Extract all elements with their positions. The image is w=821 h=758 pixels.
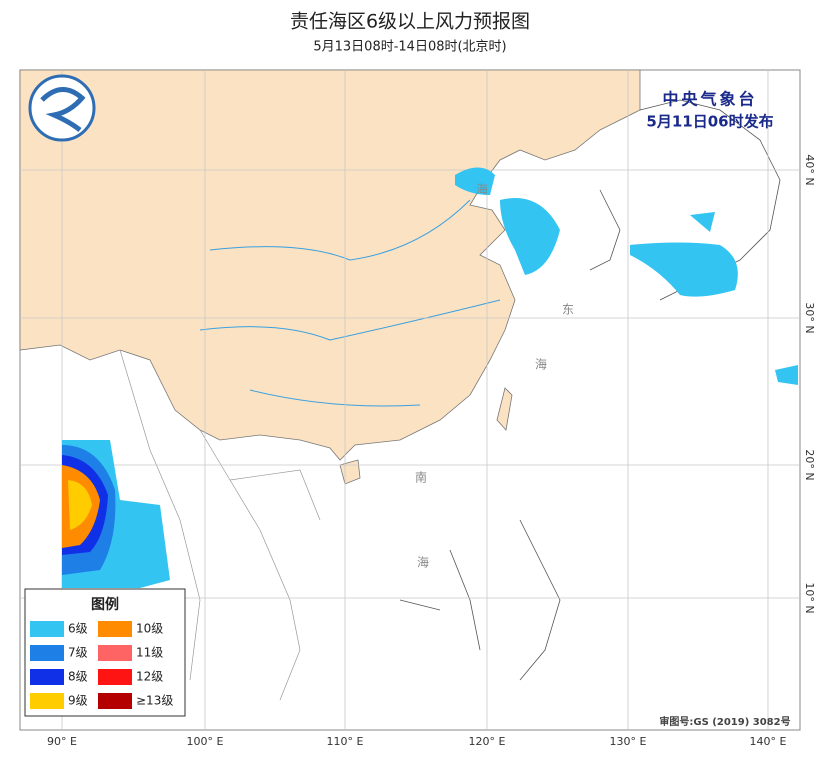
legend-swatch	[98, 621, 132, 637]
wind-area	[630, 242, 738, 297]
sea-label: 东	[562, 303, 574, 317]
sea-label: 海	[535, 357, 547, 372]
wind-area	[500, 198, 560, 275]
wind-area	[775, 365, 798, 385]
legend-label: 10级	[136, 622, 163, 636]
longitude-labels: 90° E 100° E 110° E 120° E 130° E 140° E	[47, 735, 786, 748]
legend-swatch	[98, 669, 132, 685]
china-land	[19, 69, 641, 461]
sea-label: 海	[417, 555, 429, 570]
legend-swatch	[30, 669, 64, 685]
legend-label: 11级	[136, 646, 163, 660]
longitude-label: 90° E	[47, 735, 77, 748]
legend-label: 12级	[136, 670, 163, 684]
legend-swatch	[30, 621, 64, 637]
rivers	[199, 199, 501, 407]
latitude-label: 40° N	[803, 154, 816, 185]
legend-label: ≥13级	[136, 694, 173, 708]
wind-areas	[62, 167, 798, 588]
sea-label: 海	[476, 182, 488, 197]
issuer-name: 中央气象台	[662, 90, 757, 109]
coastlines	[399, 99, 781, 681]
wind-area	[455, 167, 495, 195]
title: 责任海区6级以上风力预报图	[290, 11, 530, 33]
longitude-label: 130° E	[610, 735, 647, 748]
legend-label: 9级	[68, 694, 88, 708]
legend-swatch	[30, 645, 64, 661]
latitude-label: 20° N	[803, 449, 816, 480]
longitude-label: 110° E	[327, 735, 364, 748]
sea-label: 南	[415, 470, 427, 485]
latitude-label: 10° N	[803, 582, 816, 613]
map: 海 东 海 南 海	[19, 69, 800, 730]
legend-swatch	[98, 693, 132, 709]
latitude-label: 30° N	[803, 302, 816, 333]
longitude-label: 120° E	[469, 735, 506, 748]
legend-swatch	[98, 645, 132, 661]
logo	[28, 74, 96, 142]
longitude-label: 140° E	[750, 735, 787, 748]
border-lines	[119, 349, 321, 701]
longitude-label: 100° E	[187, 735, 224, 748]
latitude-labels: 40° N 30° N 20° N 10° N	[803, 154, 816, 613]
legend-title: 图例	[91, 596, 119, 613]
wind-area	[690, 212, 715, 232]
wind-area	[68, 480, 92, 530]
grid	[20, 70, 800, 730]
taiwan	[496, 387, 513, 431]
legend-swatch	[30, 693, 64, 709]
approval-number: 审图号:GS (2019) 3082号	[659, 715, 790, 728]
subtitle: 5月13日08时-14日08时(北京时)	[313, 40, 506, 55]
legend-label: 8级	[68, 670, 88, 684]
legend-label: 6级	[68, 622, 88, 636]
legend-label: 7级	[68, 646, 88, 660]
legend: 图例 6级 7级 8级 9级 10级 11级 12级 ≥13级	[24, 588, 186, 717]
issue-time: 5月11日06时发布	[646, 113, 773, 131]
